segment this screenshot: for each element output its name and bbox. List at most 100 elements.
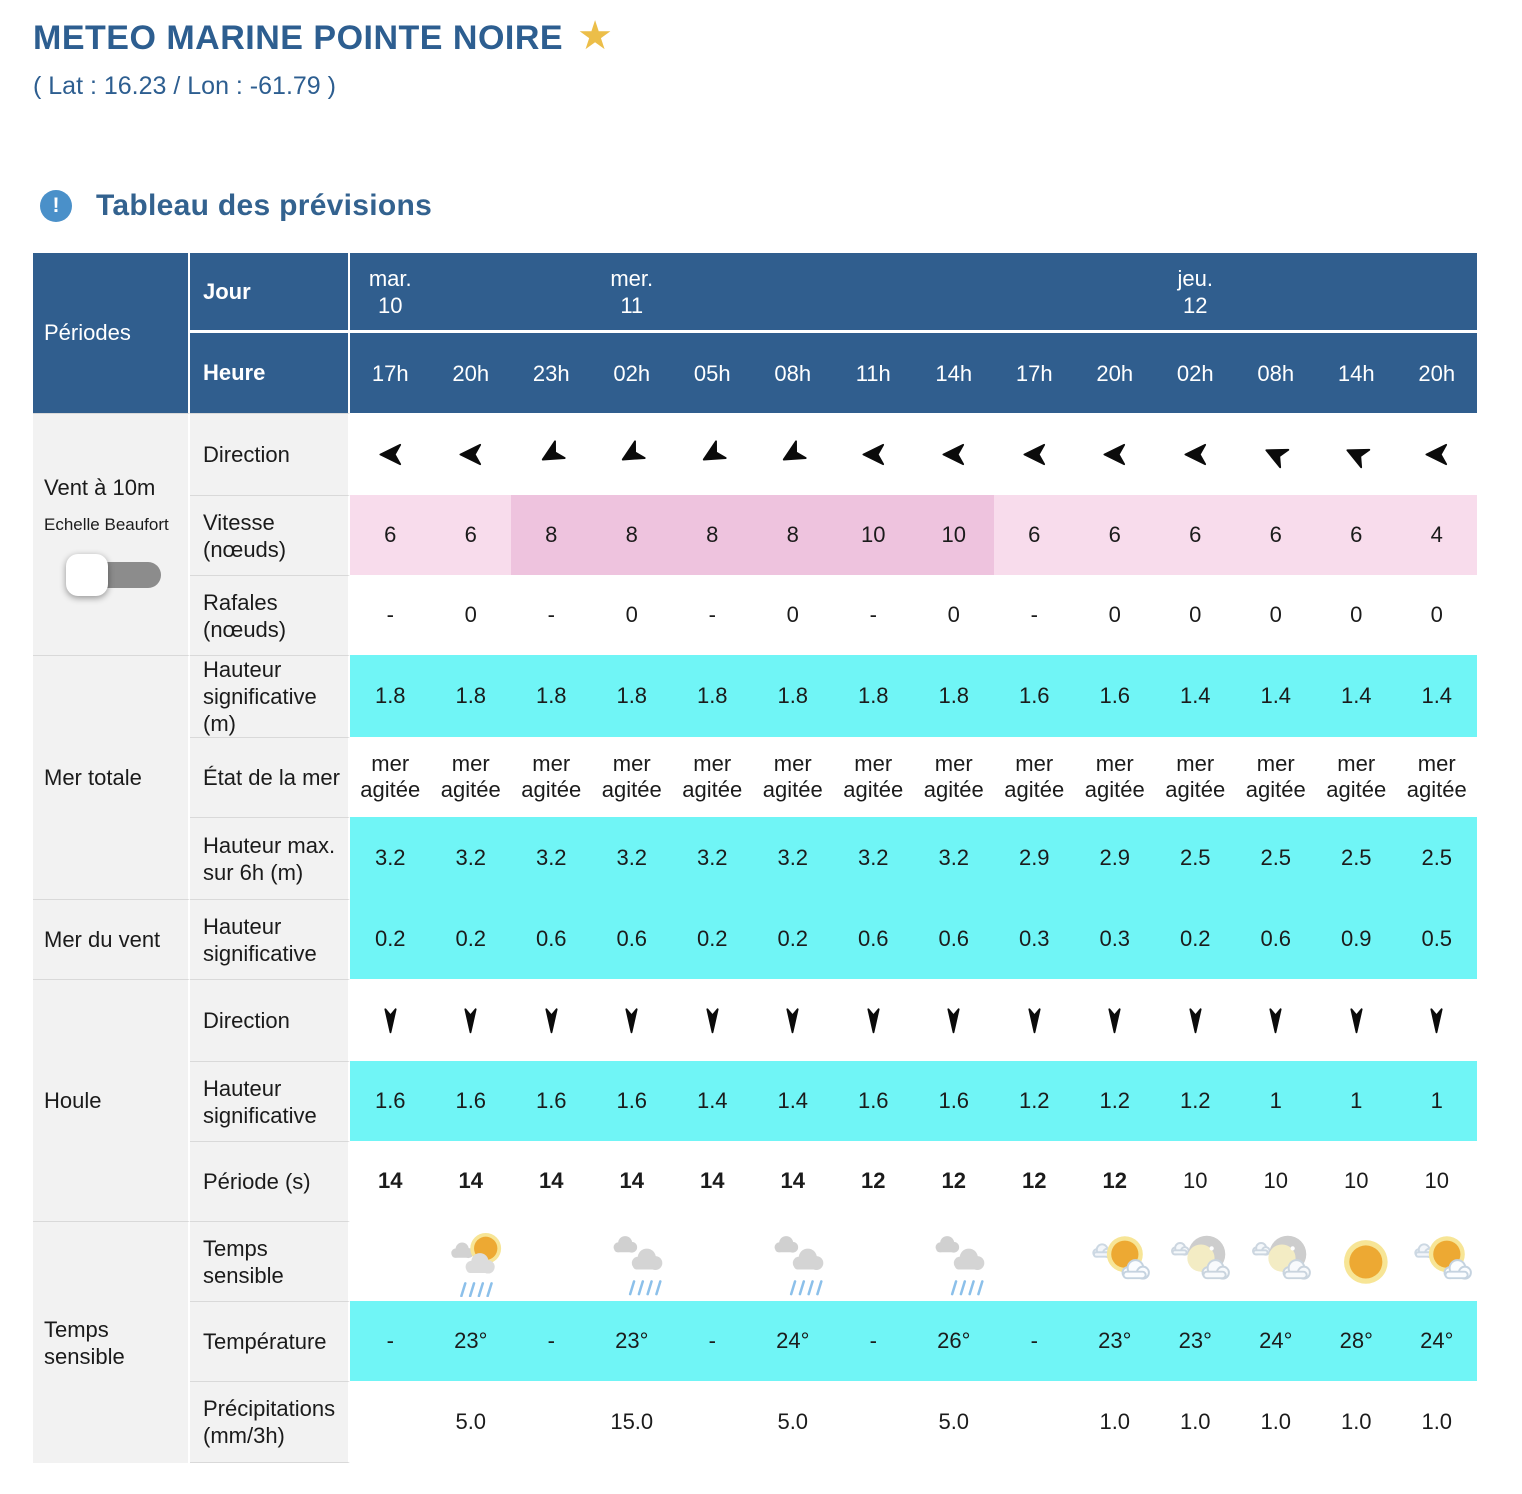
wind-direction-arrow bbox=[753, 413, 834, 495]
swell-direction-arrow bbox=[431, 979, 512, 1061]
wind-gust-cell: - bbox=[386, 602, 394, 627]
wind-gust-cell: 0 bbox=[1350, 602, 1363, 627]
sea-state-cell: mer agitée bbox=[923, 751, 984, 802]
wind-gust-cell: 0 bbox=[1108, 602, 1121, 627]
hour-cell: 17h bbox=[350, 333, 431, 413]
wind-gust-cell: 0 bbox=[1269, 602, 1282, 627]
wind-speed-cell: 6 bbox=[1074, 495, 1155, 575]
wind-gust-cell: - bbox=[1030, 602, 1038, 627]
wind-sea-height-cell: 0.3 bbox=[1074, 899, 1155, 979]
swell-direction-arrow bbox=[1316, 979, 1397, 1061]
swell-period-cell: 10 bbox=[1424, 1168, 1449, 1193]
wind-sea-height-cell: 0.2 bbox=[752, 899, 833, 979]
wind-speed-cell: 10 bbox=[913, 495, 994, 575]
wind-direction-arrow bbox=[994, 413, 1075, 495]
swell-direction-arrow bbox=[833, 979, 914, 1061]
temperature-cell: - bbox=[994, 1301, 1075, 1381]
temperature-cell: - bbox=[833, 1301, 914, 1381]
hour-cell: 11h bbox=[833, 333, 914, 413]
wind-speed-cell: 8 bbox=[752, 495, 833, 575]
wind-speed-cell: 6 bbox=[994, 495, 1075, 575]
info-icon[interactable]: ! bbox=[40, 190, 72, 222]
swell-height-cell: 1.6 bbox=[350, 1061, 431, 1141]
heure-header: Heure bbox=[190, 333, 350, 413]
wind-speed-cell: 6 bbox=[1155, 495, 1236, 575]
wind-gust-label: Rafales (nœuds) bbox=[190, 575, 350, 655]
sea-max-cell: 2.9 bbox=[1074, 817, 1155, 899]
wind-direction-arrow bbox=[1236, 413, 1317, 495]
swell-direction-arrow bbox=[350, 979, 431, 1061]
wind-sea-height-cell: 0.6 bbox=[511, 899, 592, 979]
sea-height-cell: 1.6 bbox=[1074, 655, 1155, 737]
weather-icon bbox=[592, 1221, 673, 1301]
swell-height-cell: 1.6 bbox=[430, 1061, 511, 1141]
sea-height-cell: 1.8 bbox=[350, 655, 431, 737]
sea-height-cell: 1.4 bbox=[1396, 655, 1477, 737]
sea-state-cell: mer agitée bbox=[440, 751, 501, 802]
day-cell bbox=[1396, 253, 1477, 333]
wind-speed-cell: 6 bbox=[1316, 495, 1397, 575]
weather-icon bbox=[914, 1221, 995, 1301]
swell-height-cell: 1.6 bbox=[591, 1061, 672, 1141]
sea-group-label: Mer totale bbox=[33, 655, 190, 899]
swell-period-cell: 14 bbox=[458, 1168, 483, 1193]
wind-sea-height-cell: 0.2 bbox=[672, 899, 753, 979]
swell-height-cell: 1 bbox=[1316, 1061, 1397, 1141]
wind-speed-label: Vitesse (nœuds) bbox=[190, 495, 350, 575]
wind-gust-cell: 0 bbox=[1189, 602, 1202, 627]
swell-period-cell: 12 bbox=[1022, 1168, 1047, 1193]
sea-max-cell: 3.2 bbox=[350, 817, 431, 899]
favorite-star-icon[interactable]: ★ bbox=[577, 14, 613, 58]
sea-height-cell: 1.8 bbox=[752, 655, 833, 737]
swell-direction-arrow bbox=[592, 979, 673, 1061]
swell-direction-arrow bbox=[753, 979, 834, 1061]
meteo-marine-page: METEO MARINE POINTE NOIRE ★ ( Lat : 16.2… bbox=[33, 14, 1477, 1463]
wind-sea-height-cell: 0.5 bbox=[1396, 899, 1477, 979]
sea-height-cell: 1.6 bbox=[994, 655, 1075, 737]
day-cell: mer. 11 bbox=[591, 253, 672, 333]
sea-state-cell: mer agitée bbox=[1406, 751, 1467, 802]
moon-cloud-icon bbox=[1251, 1235, 1311, 1280]
hour-cell: 23h bbox=[511, 333, 592, 413]
beaufort-toggle[interactable] bbox=[66, 553, 161, 596]
day-cell: mar. 10 bbox=[350, 253, 431, 333]
wind-speed-cell: 6 bbox=[1235, 495, 1316, 575]
precipitation-cell bbox=[994, 1381, 1075, 1463]
day-cell bbox=[511, 253, 592, 333]
wind-sea-height-cell: 0.9 bbox=[1316, 899, 1397, 979]
day-cell bbox=[1235, 253, 1316, 333]
swell-direction-label: Direction bbox=[190, 979, 350, 1061]
sea-height-cell: 1.8 bbox=[913, 655, 994, 737]
rain-icon bbox=[935, 1236, 984, 1296]
swell-height-cell: 1.2 bbox=[1074, 1061, 1155, 1141]
sea-height-cell: 1.8 bbox=[833, 655, 914, 737]
sea-max-cell: 2.9 bbox=[994, 817, 1075, 899]
temperature-cell: 28° bbox=[1316, 1301, 1397, 1381]
swell-period-label: Période (s) bbox=[190, 1141, 350, 1221]
sea-height-row: Mer totale Hauteur significative (m) 1.8… bbox=[33, 655, 1477, 899]
precipitation-cell bbox=[350, 1381, 431, 1463]
hour-cell: 08h bbox=[1235, 333, 1316, 413]
wind-sea-group-label: Mer du vent bbox=[33, 899, 190, 979]
wind-speed-cell: 4 bbox=[1396, 495, 1477, 575]
sea-max-cell: 3.2 bbox=[752, 817, 833, 899]
precipitation-cell: 15.0 bbox=[610, 1409, 654, 1434]
wind-direction-arrow bbox=[914, 413, 995, 495]
wind-gust-cell: - bbox=[547, 602, 555, 627]
temperature-cell: 24° bbox=[1396, 1301, 1477, 1381]
wind-sea-height-cell: 0.6 bbox=[833, 899, 914, 979]
sea-max-cell: 2.5 bbox=[1235, 817, 1316, 899]
swell-height-cell: 1 bbox=[1235, 1061, 1316, 1141]
hour-cell: 20h bbox=[430, 333, 511, 413]
precipitation-cell: 1.0 bbox=[1340, 1409, 1372, 1434]
sea-max-cell: 2.5 bbox=[1396, 817, 1477, 899]
toggle-knob bbox=[66, 553, 108, 596]
wind-sea-row: Mer du vent Hauteur significative 0.2 0.2… bbox=[33, 899, 1477, 979]
sea-state-row: État de la mer mer agitée mer agitée mer a… bbox=[33, 737, 1477, 817]
wind-sea-height-label: Hauteur significative bbox=[190, 899, 350, 979]
precipitation-cell: 5.0 bbox=[777, 1409, 809, 1434]
weather-icon bbox=[350, 1221, 431, 1301]
swell-direction-arrow bbox=[994, 979, 1075, 1061]
day-cell bbox=[1316, 253, 1397, 333]
weather-label: Temps sensible bbox=[190, 1221, 350, 1301]
